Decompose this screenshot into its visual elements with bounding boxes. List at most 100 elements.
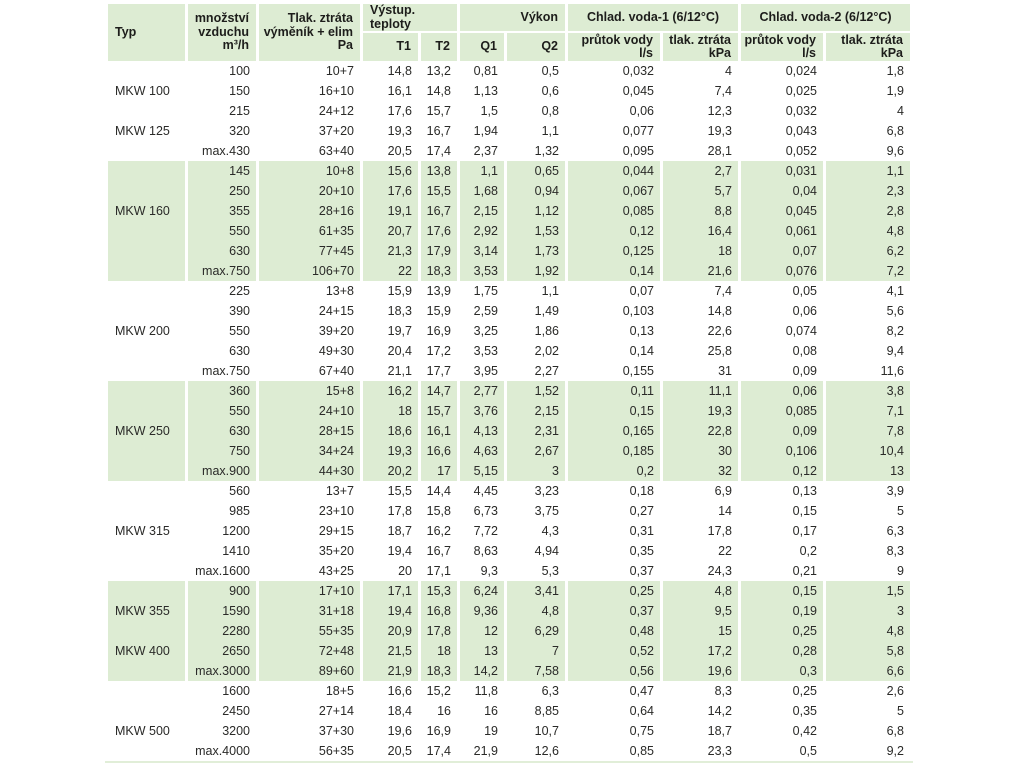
value-cell: 550: [229, 324, 250, 338]
value-cell: 0,024: [785, 64, 817, 78]
table-row: max.750 106+70 22 18,3 3,53 1,92 0,14 21,6 0,076…: [108, 261, 910, 281]
value-cell: 15: [663, 621, 738, 641]
header-line: vzduchu: [198, 24, 249, 39]
value-cell: 25,8: [707, 344, 732, 358]
value-cell: 390: [229, 304, 250, 318]
value-cell: 2450: [222, 704, 250, 718]
value-cell: 16+10: [318, 84, 354, 98]
value-cell: 5: [897, 504, 904, 518]
value-cell: 15,6: [363, 161, 418, 181]
value-cell: 0,04: [741, 181, 823, 201]
typ-cell: [108, 701, 185, 721]
value-cell: 16,8: [421, 601, 457, 621]
table-row: 390 24+15 18,3 15,9 2,59 1,49 0,103 14,8 0,06 5,6: [108, 301, 910, 321]
value-cell: 1,12: [507, 201, 565, 221]
value-cell: 0,043: [785, 124, 817, 138]
value-cell: 12,6: [534, 744, 559, 758]
value-cell: 355: [188, 201, 256, 221]
value-cell: 18: [363, 401, 418, 421]
value-cell: 1,5: [826, 581, 910, 601]
typ-cell: [108, 101, 185, 121]
table-row: 550 61+35 20,7 17,6 2,92 1,53 0,12 16,4 0,061 4,8: [108, 221, 910, 241]
value-cell: 7,4: [714, 84, 732, 98]
value-cell: 11,8: [474, 684, 498, 698]
header-band-row: Typ množství vzduchu m³/h Tlak. ztráta výmě…: [108, 3, 910, 61]
value-cell: 9,6: [886, 144, 904, 158]
value-cell: 1,1: [460, 161, 504, 181]
value-cell: 2,15: [507, 401, 565, 421]
value-cell: 1,13: [473, 84, 498, 98]
value-cell: 43+25: [318, 564, 354, 578]
value-cell: 0,35: [792, 704, 817, 718]
value-cell: 19,1: [363, 201, 418, 221]
value-cell: 3,76: [460, 401, 504, 421]
value-cell: 4: [725, 64, 732, 78]
header-line: Tlak. ztráta: [287, 11, 353, 26]
value-cell: 16,2: [363, 381, 418, 401]
value-cell: 10,4: [826, 441, 910, 461]
value-cell: 8,63: [473, 544, 498, 558]
table-row: max.430 63+40 20,5 17,4 2,37 1,32 0,095 28,1 0,0…: [108, 141, 910, 161]
value-cell: 89+60: [259, 661, 360, 681]
value-cell: 0,15: [792, 504, 817, 518]
value-cell: 0,044: [568, 161, 660, 181]
value-cell: 630: [229, 344, 250, 358]
value-cell: 72+48: [259, 641, 360, 661]
table-row: 360 15+8 16,2 14,7 2,77 1,52 0,11 11,1 0,06 3,8: [108, 381, 910, 401]
value-cell: 7,2: [826, 261, 910, 281]
value-cell: 18,7: [707, 724, 732, 738]
value-cell: 0,12: [741, 461, 823, 481]
table-row: max.4000 56+35 20,5 17,4 21,9 12,6 0,85 23,3 0,5…: [108, 741, 910, 761]
value-cell: 1,1: [541, 124, 559, 138]
value-cell: 16,4: [663, 221, 738, 241]
value-cell: 13,2: [426, 64, 451, 78]
typ-cell: [108, 461, 185, 481]
typ-cell: [108, 301, 185, 321]
value-cell: 0,42: [792, 724, 817, 738]
value-cell: 21,3: [363, 241, 418, 261]
value-cell: 13,8: [421, 161, 457, 181]
value-cell: 0,27: [629, 504, 654, 518]
value-cell: 37+30: [318, 724, 354, 738]
value-cell: 0,48: [568, 621, 660, 641]
value-cell: 106+70: [259, 261, 360, 281]
value-cell: 35+20: [318, 544, 354, 558]
typ-cell: [108, 221, 185, 241]
value-cell: 1,86: [534, 324, 559, 338]
value-cell: 19,7: [387, 324, 412, 338]
typ-cell: [108, 361, 185, 381]
value-cell: 13+8: [325, 284, 354, 298]
value-cell: 1,53: [507, 221, 565, 241]
typ-cell: MKW 500: [115, 724, 170, 738]
value-cell: 10,7: [534, 724, 559, 738]
col-header-prutok-vody-1: průtok vody l/s: [568, 33, 660, 61]
value-cell: 0,56: [568, 661, 660, 681]
header-unit: Pa: [337, 38, 353, 53]
value-cell: 1,9: [886, 84, 904, 98]
value-cell: 0,13: [792, 484, 817, 498]
value-cell: 14,8: [707, 304, 732, 318]
value-cell: 24+12: [318, 104, 354, 118]
value-cell: 21,6: [663, 261, 738, 281]
band-header-chlad-voda-1: Chlad. voda-1 (6/12°C): [568, 4, 738, 33]
value-cell: 2650: [188, 641, 256, 661]
value-cell: 22: [718, 544, 732, 558]
value-cell: 0,076: [741, 261, 823, 281]
value-cell: 8,85: [534, 704, 559, 718]
typ-cell: [108, 581, 185, 601]
value-cell: 0,11: [568, 381, 660, 401]
col-header-typ: Typ: [108, 4, 185, 61]
value-cell: 1,75: [473, 284, 498, 298]
value-cell: 20,7: [363, 221, 418, 241]
value-cell: 22,8: [663, 421, 738, 441]
value-cell: 15,7: [421, 401, 457, 421]
value-cell: 3,41: [507, 581, 565, 601]
value-cell: 3: [826, 601, 910, 621]
value-cell: 0,65: [507, 161, 565, 181]
value-cell: 2,31: [507, 421, 565, 441]
value-cell: max.4000: [195, 744, 250, 758]
value-cell: 17,8: [707, 524, 732, 538]
value-cell: 0,025: [785, 84, 817, 98]
value-cell: 4,8: [826, 621, 910, 641]
value-cell: 145: [188, 161, 256, 181]
